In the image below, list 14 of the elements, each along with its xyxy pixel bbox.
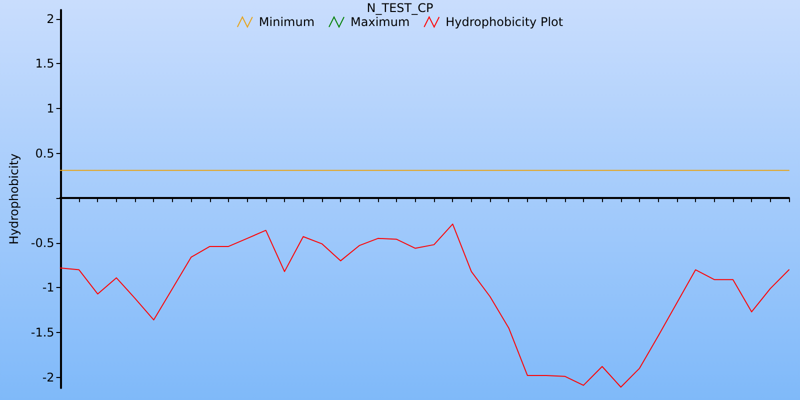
legend-label: Minimum: [258, 15, 315, 29]
line-series: [60, 224, 790, 388]
y-tick-label: 2: [46, 12, 54, 26]
y-tick-label: 1: [46, 102, 54, 116]
y-tick-label: 1.5: [35, 56, 54, 71]
y-tick-label: -1.5: [30, 325, 54, 340]
y-tick-label: -2: [42, 370, 54, 384]
chart-title: N_TEST_CP: [366, 1, 434, 15]
y-tick-label: 0.5: [35, 146, 54, 160]
legend-label: Hydrophobicity Plot: [446, 15, 564, 29]
y-tick-label: -0.5: [30, 236, 54, 250]
y-axis-title: Hydrophobicity: [7, 153, 21, 245]
legend-label: Maximum: [350, 15, 410, 29]
y-tick-label: -1: [42, 280, 54, 295]
